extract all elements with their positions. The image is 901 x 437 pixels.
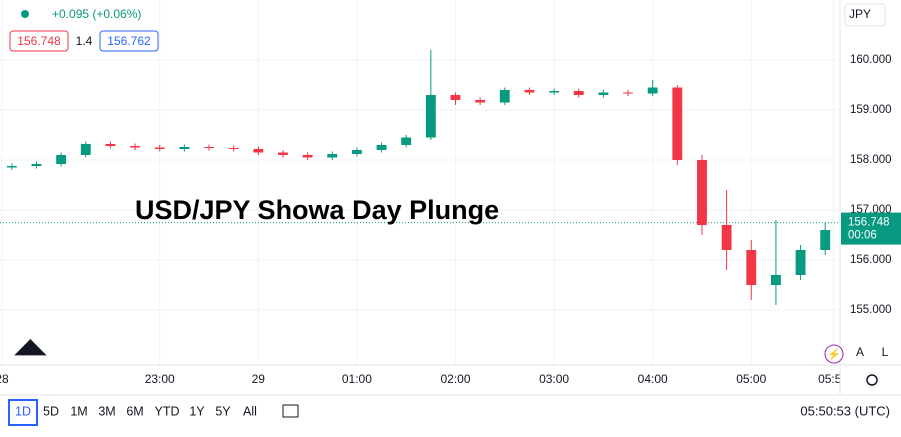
chart-title: USD/JPY Showa Day Plunge (135, 195, 499, 225)
candle-body (697, 160, 707, 225)
candle-body (549, 91, 560, 93)
candle-body (721, 225, 732, 250)
candle-body (327, 154, 338, 158)
candle-body (105, 144, 116, 146)
candle-body (795, 250, 806, 275)
x-tick-label: 05:00 (736, 372, 766, 386)
candle-body (499, 90, 510, 103)
candle-body (450, 95, 461, 100)
ask-box[interactable] (99, 30, 159, 52)
clock: 05:50:53 (UTC) (800, 403, 890, 418)
candle-body (179, 147, 190, 149)
candle-body (6, 166, 17, 168)
x-tick-label: 01:00 (342, 372, 372, 386)
candle-body (154, 147, 165, 149)
bid-box[interactable] (9, 30, 69, 52)
candle-body (425, 95, 436, 138)
x-tick-label: 28 (0, 372, 9, 386)
candle-body (647, 87, 658, 94)
currency-box[interactable] (844, 3, 886, 27)
range-button[interactable]: 5Y (215, 404, 231, 418)
range-button[interactable]: 5D (43, 404, 59, 418)
last-price-tag (841, 212, 901, 245)
range-button[interactable]: 1M (70, 404, 87, 418)
range-button[interactable]: All (243, 404, 257, 418)
candle-body (401, 137, 412, 145)
candle-body (770, 275, 781, 285)
candle-body (524, 90, 535, 93)
range-button[interactable]: YTD (155, 404, 180, 418)
candle-body (475, 100, 486, 103)
x-tick-label: 04:00 (638, 372, 668, 386)
log-button[interactable]: L (882, 345, 889, 359)
alert-icon[interactable] (824, 344, 844, 364)
x-tick-label: 29 (252, 372, 266, 386)
candle-body (573, 91, 584, 95)
y-tick-label: 160.000 (850, 54, 892, 66)
y-tick-label: 155.000 (850, 304, 892, 316)
x-tick-label: 23:00 (145, 372, 175, 386)
change: +0.095 (+0.06%) (52, 7, 141, 21)
candle-body (672, 87, 683, 160)
x-tick-label: 03:00 (539, 372, 569, 386)
candle-body (204, 147, 214, 148)
y-tick-label: 156.000 (850, 254, 892, 266)
y-tick-label: 159.000 (850, 104, 892, 116)
axes: 155.000156.000157.000158.000159.000160.0… (841, 54, 901, 316)
range-button[interactable]: 1D (15, 404, 31, 418)
logo: ◢◣ (14, 335, 47, 357)
candle-body (598, 92, 609, 95)
auto-button[interactable]: A (856, 345, 864, 359)
range-button[interactable]: 1Y (189, 404, 205, 418)
candle-body (746, 250, 757, 285)
ask[interactable]: 156.762 (107, 34, 151, 48)
y-tick-label: 158.000 (850, 154, 892, 166)
x-tick-label: 05:50 (818, 372, 848, 386)
toolbar: 1D 5D 1M 3M 6M YTD 1Y 5Y All (15, 404, 257, 418)
range-selected[interactable] (8, 399, 38, 426)
date-range-icon[interactable] (282, 404, 299, 418)
candles: 28 23:00 29 01:00 02:00 03:00 04:00 05:00 05:50 (0, 50, 848, 386)
candle-body (56, 155, 67, 164)
currency[interactable]: JPY (849, 7, 871, 21)
candle-body (820, 230, 831, 250)
last-price-label: 156.748 (848, 217, 890, 229)
x-tick-label: 02:00 (440, 372, 470, 386)
candle-body (376, 145, 387, 150)
candle-body (228, 148, 239, 149)
status-dot (21, 10, 29, 18)
grid (0, 0, 840, 365)
candle-body (302, 155, 313, 158)
candle-body (130, 146, 140, 148)
candle-body (351, 150, 362, 154)
last-price-timer: 00:06 (848, 230, 877, 242)
bid[interactable]: 156.748 (17, 34, 61, 48)
alert-glyph[interactable]: ⚡ (827, 348, 841, 361)
range-button[interactable]: 3M (98, 404, 115, 418)
candle-body (278, 152, 288, 155)
settings-icon[interactable] (866, 374, 878, 386)
range-button[interactable]: 6M (126, 404, 143, 418)
candle-body (623, 92, 633, 94)
spread: 1.4 (76, 34, 93, 48)
candle-body (31, 164, 42, 166)
candle-body (80, 144, 91, 155)
candle-body (253, 149, 264, 153)
